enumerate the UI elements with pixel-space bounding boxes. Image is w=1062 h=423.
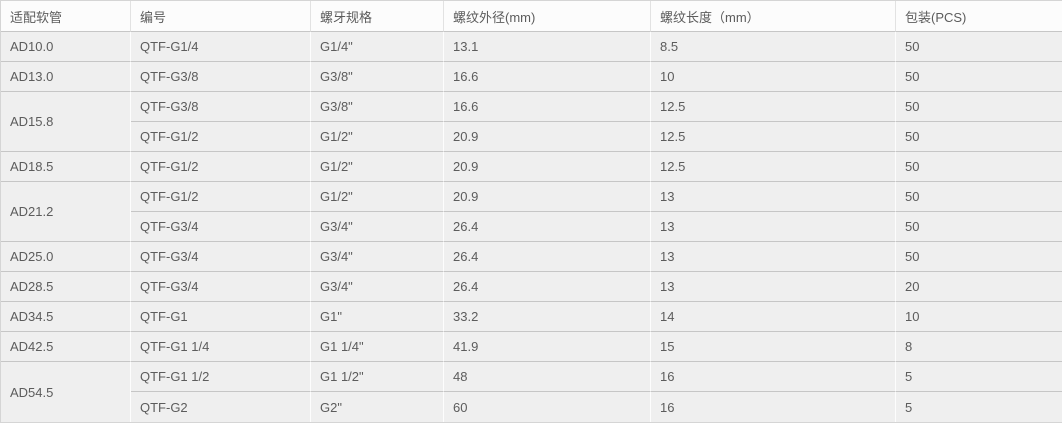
cell-pack: 50 (896, 32, 1062, 62)
cell-thread: G1/4" (311, 32, 444, 62)
cell-length: 15 (651, 332, 896, 362)
table-row: QTF-G1/2 G1/2" 20.9 12.5 50 (1, 122, 1062, 152)
table-row: AD25.0 QTF-G3/4 G3/4" 26.4 13 50 (1, 242, 1062, 272)
cell-pack: 50 (896, 182, 1062, 212)
column-header-thread: 螺牙规格 (311, 1, 444, 32)
cell-pack: 50 (896, 92, 1062, 122)
cell-length: 16 (651, 392, 896, 422)
spec-table-body: AD10.0 QTF-G1/4 G1/4" 13.1 8.5 50 AD13.0 QTF-G3… (1, 32, 1062, 422)
cell-thread: G3/8" (311, 92, 444, 122)
table-row: AD13.0 QTF-G3/8 G3/8" 16.6 10 50 (1, 62, 1062, 92)
column-header-outer_dia: 螺纹外径(mm) (444, 1, 651, 32)
cell-code: QTF-G2 (131, 392, 311, 422)
cell-thread: G3/4" (311, 212, 444, 242)
cell-hose: AD28.5 (1, 272, 131, 302)
cell-outer_dia: 41.9 (444, 332, 651, 362)
cell-hose: AD15.8 (1, 92, 131, 152)
cell-code: QTF-G3/4 (131, 272, 311, 302)
cell-code: QTF-G1 (131, 302, 311, 332)
cell-length: 13 (651, 272, 896, 302)
cell-code: QTF-G1/2 (131, 152, 311, 182)
cell-thread: G1 1/2" (311, 362, 444, 392)
cell-pack: 5 (896, 362, 1062, 392)
cell-outer_dia: 20.9 (444, 122, 651, 152)
cell-hose: AD25.0 (1, 242, 131, 272)
cell-thread: G2" (311, 392, 444, 422)
cell-thread: G3/8" (311, 62, 444, 92)
cell-code: QTF-G3/4 (131, 212, 311, 242)
cell-hose: AD42.5 (1, 332, 131, 362)
table-row: AD10.0 QTF-G1/4 G1/4" 13.1 8.5 50 (1, 32, 1062, 62)
cell-pack: 20 (896, 272, 1062, 302)
cell-outer_dia: 16.6 (444, 62, 651, 92)
table-row: QTF-G3/4 G3/4" 26.4 13 50 (1, 212, 1062, 242)
cell-length: 12.5 (651, 152, 896, 182)
cell-code: QTF-G3/8 (131, 62, 311, 92)
cell-thread: G1" (311, 302, 444, 332)
table-row: AD18.5 QTF-G1/2 G1/2" 20.9 12.5 50 (1, 152, 1062, 182)
cell-length: 16 (651, 362, 896, 392)
cell-outer_dia: 20.9 (444, 182, 651, 212)
cell-length: 10 (651, 62, 896, 92)
cell-thread: G1/2" (311, 122, 444, 152)
cell-thread: G3/4" (311, 242, 444, 272)
cell-hose: AD10.0 (1, 32, 131, 62)
cell-code: QTF-G3/4 (131, 242, 311, 272)
cell-thread: G1 1/4" (311, 332, 444, 362)
cell-outer_dia: 48 (444, 362, 651, 392)
cell-pack: 5 (896, 392, 1062, 422)
cell-length: 12.5 (651, 122, 896, 152)
cell-outer_dia: 26.4 (444, 212, 651, 242)
table-row: AD15.8 QTF-G3/8 G3/8" 16.6 12.5 50 (1, 92, 1062, 152)
table-row: AD34.5 QTF-G1 G1" 33.2 14 10 (1, 302, 1062, 332)
column-header-pack: 包装(PCS) (896, 1, 1062, 32)
cell-pack: 50 (896, 212, 1062, 242)
header-row: 适配软管 编号 螺牙规格 螺纹外径(mm) 螺纹长度（mm） 包装(PCS) (1, 1, 1062, 32)
cell-outer_dia: 16.6 (444, 92, 651, 122)
cell-length: 13 (651, 182, 896, 212)
column-header-length: 螺纹长度（mm） (651, 1, 896, 32)
cell-thread: G3/4" (311, 272, 444, 302)
cell-outer_dia: 26.4 (444, 242, 651, 272)
cell-outer_dia: 33.2 (444, 302, 651, 332)
cell-code: QTF-G1 1/4 (131, 332, 311, 362)
table-row: AD42.5 QTF-G1 1/4 G1 1/4" 41.9 15 8 (1, 332, 1062, 362)
cell-pack: 8 (896, 332, 1062, 362)
cell-code: QTF-G1/2 (131, 122, 311, 152)
cell-outer_dia: 60 (444, 392, 651, 422)
cell-pack: 50 (896, 62, 1062, 92)
cell-outer_dia: 13.1 (444, 32, 651, 62)
cell-length: 13 (651, 242, 896, 272)
column-header-hose: 适配软管 (1, 1, 131, 32)
cell-length: 13 (651, 212, 896, 242)
cell-code: QTF-G1/4 (131, 32, 311, 62)
cell-thread: G1/2" (311, 152, 444, 182)
cell-length: 12.5 (651, 92, 896, 122)
cell-pack: 10 (896, 302, 1062, 332)
cell-code: QTF-G1 1/2 (131, 362, 311, 392)
cell-pack: 50 (896, 152, 1062, 182)
spec-table-header: 适配软管 编号 螺牙规格 螺纹外径(mm) 螺纹长度（mm） 包装(PCS) (1, 1, 1062, 32)
cell-code: QTF-G1/2 (131, 182, 311, 212)
cell-hose: AD54.5 (1, 362, 131, 422)
cell-pack: 50 (896, 122, 1062, 152)
table-row: AD21.2 QTF-G1/2 G1/2" 20.9 13 50 (1, 182, 1062, 242)
table-row: QTF-G2 G2" 60 16 5 (1, 392, 1062, 422)
cell-hose: AD34.5 (1, 302, 131, 332)
cell-code: QTF-G3/8 (131, 92, 311, 122)
cell-hose: AD18.5 (1, 152, 131, 182)
cell-length: 14 (651, 302, 896, 332)
table-row: AD54.5 QTF-G1 1/2 G1 1/2" 48 16 5 (1, 362, 1062, 422)
cell-outer_dia: 26.4 (444, 272, 651, 302)
cell-outer_dia: 20.9 (444, 152, 651, 182)
table-row: AD28.5 QTF-G3/4 G3/4" 26.4 13 20 (1, 272, 1062, 302)
cell-hose: AD13.0 (1, 62, 131, 92)
column-header-code: 编号 (131, 1, 311, 32)
cell-pack: 50 (896, 242, 1062, 272)
cell-hose: AD21.2 (1, 182, 131, 242)
cell-length: 8.5 (651, 32, 896, 62)
cell-thread: G1/2" (311, 182, 444, 212)
